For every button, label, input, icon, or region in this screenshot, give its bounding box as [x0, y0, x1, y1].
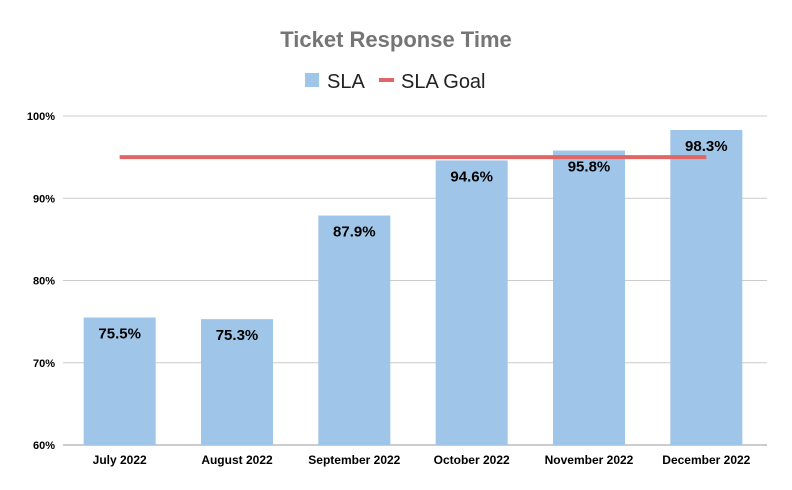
y-tick-label: 70% — [33, 358, 55, 370]
y-tick-label: 100% — [27, 111, 55, 123]
legend-sla-label: SLA — [327, 71, 365, 93]
bar-sla — [83, 317, 156, 445]
y-tick-label: 90% — [33, 193, 55, 205]
x-tick-label: November 2022 — [545, 453, 634, 467]
x-tick-label: September 2022 — [308, 453, 400, 467]
y-axis-ticks: 60% 70% 80% 90% 100% — [27, 111, 55, 452]
bar-sla — [670, 129, 743, 446]
y-tick-label: 80% — [33, 276, 55, 288]
bar-sla — [318, 215, 391, 445]
legend-sla-goal-label: SLA Goal — [401, 71, 486, 93]
data-labels: 75.5% 75.3% 87.9% 94.6% 95.8% 98.3% — [98, 138, 727, 344]
data-label: 98.3% — [685, 138, 728, 155]
legend-sla-swatch — [305, 73, 319, 87]
y-tick-label: 60% — [33, 440, 55, 452]
x-tick-label: October 2022 — [434, 453, 510, 467]
data-label: 87.9% — [333, 224, 376, 241]
bar-sla — [553, 150, 625, 446]
bars — [83, 129, 743, 446]
x-tick-label: December 2022 — [662, 453, 750, 467]
data-label: 94.6% — [450, 168, 493, 185]
data-label: 95.8% — [568, 159, 611, 176]
bar-sla — [435, 160, 508, 446]
legend: SLA SLA Goal — [305, 71, 486, 93]
gridlines — [63, 115, 767, 446]
bar-sla — [201, 319, 273, 445]
x-tick-label: July 2022 — [93, 453, 147, 467]
chart-title: Ticket Response Time — [280, 27, 512, 52]
data-label: 75.3% — [216, 327, 259, 344]
x-tick-label: August 2022 — [201, 453, 273, 467]
data-label: 75.5% — [98, 326, 141, 343]
x-axis-ticks: July 2022 August 2022 September 2022 Octobe… — [93, 453, 751, 467]
